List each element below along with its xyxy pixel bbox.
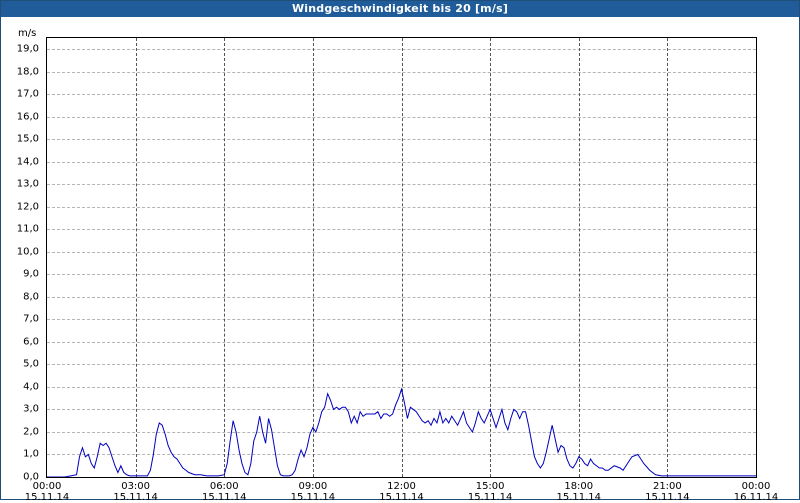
x-tick-time: 00:00 — [32, 481, 62, 492]
gridline-vertical — [490, 38, 492, 477]
y-axis-tick-label: 16,0 — [16, 111, 39, 123]
y-axis-tick-label: 17,0 — [16, 88, 39, 100]
x-tick-time: 15:00 — [475, 481, 505, 492]
x-axis-tick-label: 09:00 15.11.14 — [278, 481, 348, 503]
x-axis-tick-label: 12:00 15.11.14 — [367, 481, 437, 503]
gridline-vertical — [135, 38, 137, 477]
y-axis-tick-label: 3,0 — [23, 403, 39, 415]
window-title: Windgeschwindigkeit bis 20 [m/s] — [291, 2, 509, 15]
x-axis-tick-label: 03:00 15.11.14 — [101, 481, 171, 503]
gridline-vertical — [312, 38, 314, 477]
y-axis-tick-label: 11,0 — [16, 223, 39, 235]
x-tick-date: 15.11.14 — [24, 492, 70, 503]
gridline-vertical — [667, 38, 669, 477]
x-tick-date: 15.11.14 — [645, 492, 690, 503]
y-axis-tick-label: 10,0 — [16, 246, 39, 258]
y-axis-tick-label: 18,0 — [16, 66, 39, 78]
y-axis-tick-label: 15,0 — [16, 133, 39, 145]
x-tick-date: 15.11.14 — [467, 492, 513, 503]
x-axis-tick-label: 18:00 15.11.14 — [544, 481, 614, 503]
chart-plot-area: m/s 0,0 1,0 2,0 3,0 4,0 5,0 6,0 7,0 8,0 9,0 10,0 11… — [1, 18, 799, 503]
x-tick-time: 09:00 — [298, 481, 328, 492]
y-axis-tick-label: 8,0 — [23, 291, 39, 303]
y-axis-tick-label: 1,0 — [23, 448, 39, 460]
gridline-vertical — [578, 38, 580, 477]
y-axis-unit-label: m/s — [18, 28, 37, 39]
y-axis-tick-label: 19,0 — [16, 43, 39, 55]
y-axis-tick-label: 5,0 — [23, 358, 39, 370]
x-axis-tick-label: 00:00 16.11.14 — [721, 481, 791, 503]
gridline-vertical — [401, 38, 403, 477]
x-tick-time: 03:00 — [121, 481, 151, 492]
x-tick-time: 12:00 — [387, 481, 416, 492]
x-tick-time: 06:00 — [209, 481, 239, 492]
y-axis-tick-label: 14,0 — [16, 156, 39, 168]
gridline-vertical — [224, 38, 226, 477]
x-tick-time: 21:00 — [652, 481, 682, 492]
x-tick-date: 15.11.14 — [379, 492, 424, 503]
x-tick-date: 16.11.14 — [733, 492, 779, 503]
x-tick-date: 15.11.14 — [556, 492, 602, 503]
x-tick-time: 00:00 — [741, 481, 771, 492]
x-tick-date: 15.11.14 — [113, 492, 158, 503]
x-tick-time: 18:00 — [564, 481, 594, 492]
x-axis-tick-label: 00:00 15.11.14 — [12, 481, 82, 503]
y-axis-tick-label: 0,0 — [23, 471, 39, 483]
y-axis-tick-label: 7,0 — [23, 313, 39, 325]
y-axis-tick-label: 9,0 — [23, 268, 39, 280]
series-line-windgeschwindigkeit — [47, 38, 756, 477]
x-axis-tick-label: 15:00 15.11.14 — [455, 481, 525, 503]
x-tick-date: 15.11.14 — [290, 492, 336, 503]
y-axis-tick-label: 2,0 — [23, 426, 39, 438]
x-axis-tick-label: 06:00 15.11.14 — [189, 481, 259, 503]
y-axis-tick-label: 12,0 — [16, 201, 39, 213]
x-tick-date: 15.11.14 — [201, 492, 247, 503]
window-title-bar: Windgeschwindigkeit bis 20 [m/s] — [1, 1, 799, 17]
x-axis-tick-label: 21:00 15.11.14 — [632, 481, 702, 503]
y-axis-tick-label: 4,0 — [23, 381, 39, 393]
axis-frame — [46, 37, 757, 478]
y-axis-tick-label: 6,0 — [23, 336, 39, 348]
y-axis-tick-label: 13,0 — [16, 178, 39, 190]
